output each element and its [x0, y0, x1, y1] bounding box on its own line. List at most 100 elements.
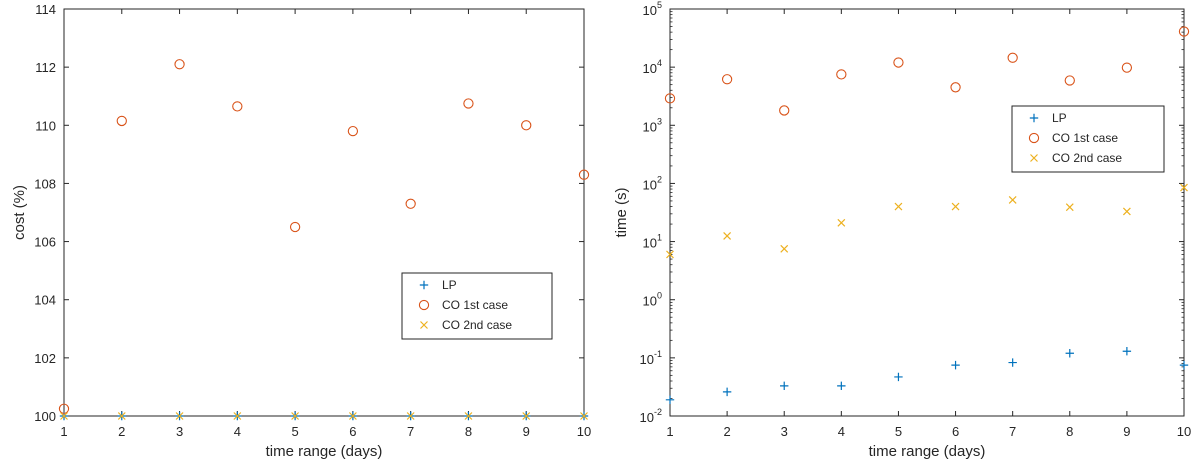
- x-tick-label: 9: [523, 424, 530, 439]
- legend-label: CO 2nd case: [1052, 151, 1122, 165]
- x-axis-label: time range (days): [266, 443, 383, 460]
- data-point: [406, 412, 415, 420]
- data-point: [1064, 75, 1075, 86]
- data-point: [836, 69, 847, 80]
- data-point: [233, 412, 242, 420]
- x-tick-label: 5: [895, 424, 902, 439]
- data-point: [578, 169, 590, 180]
- series-co-2nd-case: [60, 412, 588, 420]
- x-tick-label: 8: [465, 424, 472, 439]
- x-tick-label: 6: [952, 424, 959, 439]
- y-tick-label: 102: [34, 351, 56, 366]
- x-tick-label: 4: [234, 424, 241, 439]
- data-point: [1122, 207, 1131, 216]
- data-point: [1179, 360, 1189, 370]
- legend: LP CO 1st case CO 2nd case: [1011, 105, 1165, 173]
- data-point: [116, 115, 127, 127]
- data-point: [347, 125, 359, 137]
- x-tick-label: 9: [1123, 424, 1130, 439]
- x-tick-label: 3: [176, 424, 183, 439]
- data-point: [1121, 62, 1133, 73]
- y-tick-label: 101: [643, 233, 662, 251]
- y-axis-label: cost (%): [11, 185, 28, 240]
- data-point: [1065, 203, 1074, 212]
- legend-label: CO 2nd case: [442, 318, 512, 332]
- legend-label: LP: [1052, 111, 1067, 125]
- x-tick-label: 2: [723, 424, 730, 439]
- legend: LP CO 1st case CO 2nd case: [401, 272, 553, 340]
- legend-marker: [419, 280, 429, 290]
- y-tick-label: 106: [34, 235, 56, 250]
- data-point: [1122, 347, 1132, 356]
- data-point: [1180, 183, 1188, 192]
- data-point: [950, 82, 961, 93]
- x-tick-label: 7: [1009, 424, 1016, 439]
- legend-label: CO 1st case: [442, 298, 508, 312]
- data-point: [464, 412, 473, 420]
- x-tick-label: 1: [60, 424, 67, 439]
- data-point: [60, 412, 68, 420]
- data-point: [175, 412, 184, 420]
- y-tick-label: 100: [643, 291, 662, 309]
- data-point: [951, 202, 960, 211]
- legend-marker: [418, 299, 430, 311]
- data-point: [1008, 196, 1017, 204]
- legend-label: CO 1st case: [1052, 131, 1118, 145]
- data-point: [665, 395, 675, 404]
- data-point: [58, 403, 70, 414]
- x-tick-label: 5: [291, 424, 298, 439]
- data-point: [664, 93, 676, 104]
- chart-2: 1 2 3 4 5 6 7 8 9 10 10-2 10-1 100 101 102 103 104 105 tim…: [613, 0, 1191, 460]
- data-point: [779, 105, 790, 116]
- x-tick-label: 10: [577, 424, 591, 439]
- data-point: [1008, 358, 1017, 367]
- data-point: [232, 101, 243, 112]
- x-tick-label: 4: [838, 424, 845, 439]
- data-point: [1065, 349, 1074, 358]
- x-axis-label: time range (days): [869, 443, 986, 460]
- x-tick-label: 1: [666, 424, 673, 439]
- y-tick-label: 108: [34, 176, 56, 191]
- y-tick-label: 102: [643, 174, 662, 192]
- data-point: [521, 120, 532, 131]
- y-tick-label: 104: [643, 58, 662, 76]
- series-lp: [665, 347, 1189, 404]
- y-tick-label: 110: [35, 118, 56, 133]
- y-tick-label: 10-2: [640, 407, 662, 425]
- data-point: [780, 381, 789, 391]
- data-point: [174, 59, 185, 70]
- y-axis-label: time (s): [613, 188, 630, 238]
- series-co-1st-case: [58, 59, 590, 414]
- x-tick-label: 8: [1066, 424, 1073, 439]
- data-point: [289, 221, 301, 233]
- data-point: [894, 372, 903, 382]
- chart-1: 1 2 3 4 5 6 7 8 9 10 100 102 104 106 108 110 112 114 time …: [11, 2, 591, 460]
- data-point: [1007, 52, 1018, 63]
- series-co-1st-case: [664, 26, 1190, 116]
- y-tick-label: 105: [643, 0, 662, 18]
- y-tick-label: 114: [35, 2, 56, 17]
- y-tick-label: 112: [35, 60, 56, 75]
- data-point: [837, 218, 846, 227]
- legend-marker: [1029, 113, 1039, 123]
- legend-marker: [420, 321, 428, 329]
- data-point: [780, 244, 789, 253]
- legend-marker: [1028, 132, 1040, 144]
- plot-area: [669, 8, 1185, 417]
- legend-marker: [1030, 154, 1038, 162]
- y-tick-label: 10-1: [640, 349, 662, 367]
- data-point: [721, 74, 733, 85]
- y-tick-label: 103: [643, 116, 662, 134]
- x-tick-label: 10: [1177, 424, 1191, 439]
- data-point: [666, 250, 674, 259]
- data-point: [463, 98, 474, 109]
- data-point: [405, 198, 416, 209]
- legend-label: LP: [442, 278, 457, 292]
- data-point: [291, 412, 300, 420]
- data-point: [117, 412, 126, 420]
- plot-area: [63, 8, 585, 417]
- y-tick-label: 104: [34, 293, 56, 308]
- data-point: [951, 360, 960, 370]
- data-point: [722, 387, 732, 397]
